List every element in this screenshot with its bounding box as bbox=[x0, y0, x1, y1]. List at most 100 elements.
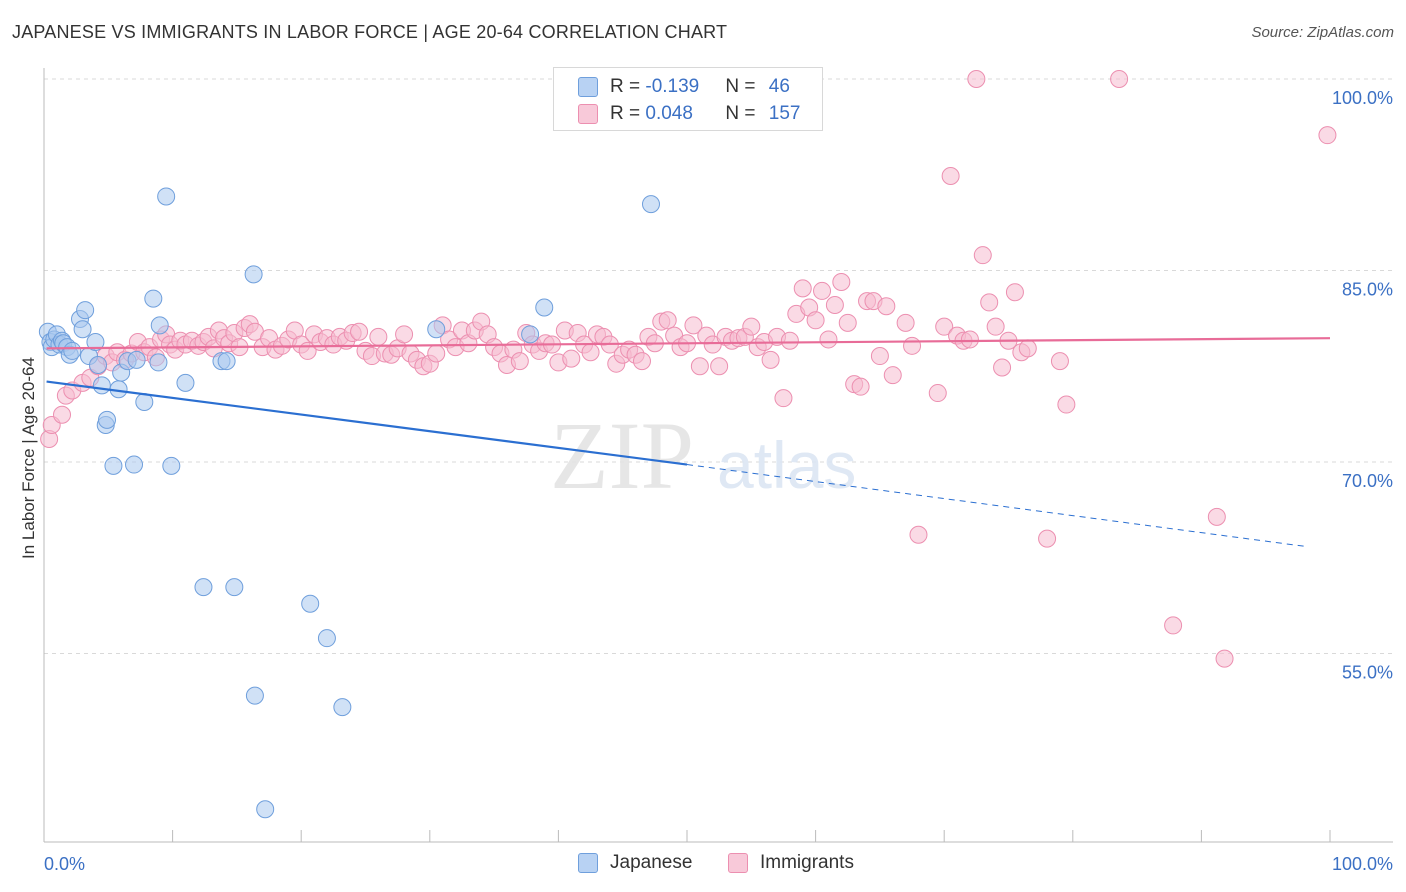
japanese-points bbox=[38, 187, 660, 819]
japanese-point bbox=[149, 353, 168, 372]
japanese-point bbox=[76, 301, 95, 320]
legend-n-label: N = bbox=[725, 76, 761, 97]
immigrants-point bbox=[832, 272, 851, 291]
japanese-point bbox=[333, 698, 352, 717]
immigrants-point bbox=[825, 295, 844, 314]
immigrants-point bbox=[941, 167, 960, 186]
immigrants-point bbox=[562, 349, 581, 368]
japanese-point bbox=[245, 686, 264, 705]
japanese-point bbox=[89, 355, 108, 374]
legend-r-label: R = bbox=[610, 103, 646, 124]
immigrants-point bbox=[909, 525, 928, 544]
immigrants-point bbox=[427, 344, 446, 363]
immigrants-point bbox=[581, 343, 600, 362]
japanese-point bbox=[427, 320, 446, 339]
immigrants-point bbox=[1207, 507, 1226, 526]
y-tick-labels: 55.0% 70.0% 85.0% 100.0% bbox=[1332, 88, 1393, 683]
japanese-point bbox=[127, 350, 146, 369]
japanese-point bbox=[92, 376, 111, 395]
immigrants-trend-line bbox=[46, 337, 1331, 350]
y-tick-label: 100.0% bbox=[1332, 88, 1393, 108]
immigrants-point bbox=[973, 246, 992, 265]
japanese-point bbox=[225, 578, 244, 597]
japanese-point bbox=[104, 456, 123, 475]
immigrants-point bbox=[806, 311, 825, 330]
immigrants-swatch bbox=[578, 104, 598, 124]
immigrants-point bbox=[883, 366, 902, 385]
immigrants-point bbox=[395, 325, 414, 344]
legend-r-value: 0.048 bbox=[645, 103, 693, 124]
immigrants-point bbox=[870, 347, 889, 366]
legend: R = -0.139 N = 46 R = 0.048 N = 157 bbox=[553, 67, 823, 131]
immigrants-point bbox=[838, 313, 857, 332]
japanese-point bbox=[73, 320, 92, 339]
immigrants-swatch bbox=[728, 853, 748, 873]
japanese-point bbox=[217, 352, 236, 371]
legend-row-japanese: R = -0.139 N = 46 bbox=[578, 74, 790, 100]
immigrants-point bbox=[632, 352, 651, 371]
legend-row-immigrants: R = 0.048 N = 157 bbox=[578, 101, 800, 127]
japanese-point bbox=[535, 298, 554, 317]
bottom-legend-immigrants: Immigrants bbox=[728, 852, 854, 874]
x-tick-label-max: 100.0% bbox=[1332, 854, 1393, 874]
japanese-swatch bbox=[578, 853, 598, 873]
immigrants-point bbox=[710, 357, 729, 376]
immigrants-point bbox=[742, 317, 761, 336]
japanese-point bbox=[256, 800, 275, 819]
source-label: Source: ZipAtlas.com bbox=[1251, 24, 1394, 41]
immigrants-point bbox=[928, 384, 947, 403]
watermark-atlas: atlas bbox=[717, 428, 856, 502]
japanese-point bbox=[86, 332, 105, 351]
japanese-point bbox=[301, 594, 320, 613]
immigrants-point bbox=[967, 70, 986, 88]
japanese-point bbox=[150, 316, 169, 335]
y-tick-label: 70.0% bbox=[1342, 471, 1393, 491]
immigrants-point bbox=[935, 317, 954, 336]
y-tick-label: 85.0% bbox=[1342, 280, 1393, 300]
bottom-legend: Japanese Immigrants bbox=[0, 852, 1406, 878]
japanese-point bbox=[125, 455, 144, 474]
japanese-point bbox=[63, 341, 82, 360]
immigrants-point bbox=[690, 357, 709, 376]
bottom-legend-japanese-label: Japanese bbox=[610, 852, 693, 873]
immigrants-point bbox=[1110, 70, 1129, 88]
immigrants-point bbox=[851, 377, 870, 396]
japanese-swatch bbox=[578, 77, 598, 97]
immigrants-point bbox=[819, 330, 838, 349]
immigrants-point bbox=[1318, 126, 1337, 145]
immigrants-point bbox=[658, 311, 677, 330]
immigrants-point bbox=[1215, 649, 1234, 668]
watermark: ZIP atlas bbox=[550, 402, 856, 509]
immigrants-point bbox=[1050, 352, 1069, 371]
japanese-point bbox=[194, 578, 213, 597]
immigrants-point bbox=[993, 358, 1012, 377]
immigrants-points bbox=[40, 70, 1337, 668]
japanese-trend-line bbox=[46, 380, 688, 466]
immigrants-point bbox=[960, 330, 979, 349]
trend-lines bbox=[46, 337, 1331, 547]
immigrants-point bbox=[1005, 283, 1024, 302]
immigrants-point bbox=[774, 389, 793, 408]
japanese-trend-extension bbox=[686, 464, 1305, 547]
x-tick-label-min: 0.0% bbox=[44, 854, 85, 874]
immigrants-point bbox=[980, 293, 999, 312]
legend-r-label: R = bbox=[610, 76, 646, 97]
immigrants-point bbox=[903, 336, 922, 355]
legend-r-value: -0.139 bbox=[645, 76, 700, 97]
immigrants-point bbox=[1164, 616, 1183, 635]
immigrants-point bbox=[1018, 339, 1037, 358]
japanese-point bbox=[521, 325, 540, 344]
japanese-point bbox=[144, 289, 163, 308]
japanese-point bbox=[98, 410, 117, 429]
japanese-point bbox=[244, 265, 263, 284]
immigrants-point bbox=[761, 350, 780, 369]
bottom-legend-immigrants-label: Immigrants bbox=[760, 852, 854, 873]
y-axis-label: In Labor Force | Age 20-64 bbox=[19, 357, 38, 559]
immigrants-point bbox=[350, 322, 369, 341]
legend-n-value: 46 bbox=[768, 76, 790, 97]
japanese-point bbox=[317, 629, 336, 648]
japanese-point bbox=[176, 373, 195, 392]
japanese-point bbox=[157, 187, 176, 206]
immigrants-point bbox=[780, 331, 799, 350]
